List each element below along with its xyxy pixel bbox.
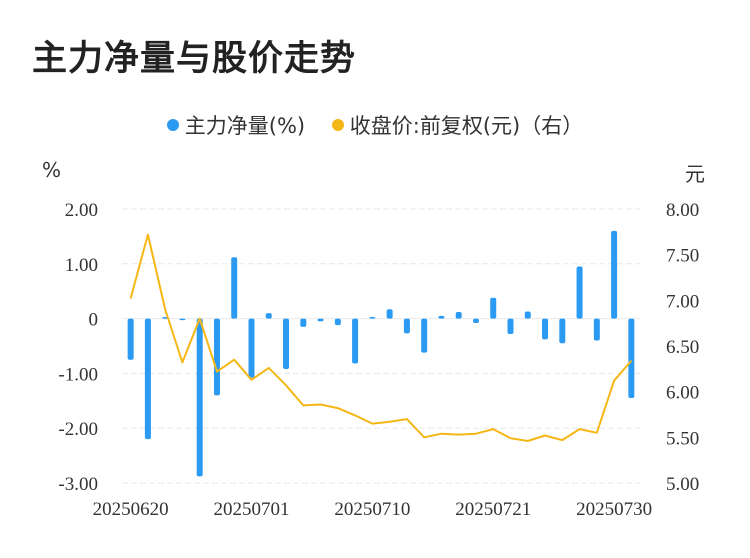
right-axis-unit: 元 bbox=[685, 162, 705, 186]
y-right-tick-label: 7.00 bbox=[666, 291, 699, 312]
bar bbox=[611, 230, 618, 319]
bar bbox=[352, 318, 359, 364]
bar bbox=[334, 318, 341, 326]
bar bbox=[162, 316, 169, 319]
legend-item-price[interactable]: 收盘价:前复权(元)（右） bbox=[331, 110, 584, 140]
bar bbox=[455, 312, 462, 319]
x-tick-label: 20250730 bbox=[576, 499, 652, 520]
bar bbox=[144, 318, 151, 440]
bar bbox=[248, 318, 255, 378]
y-left-tick-label: 1.00 bbox=[65, 255, 98, 276]
price-line bbox=[129, 233, 633, 442]
bar bbox=[559, 318, 566, 344]
legend-bar-marker bbox=[166, 119, 179, 131]
bar bbox=[490, 297, 497, 319]
bar bbox=[593, 318, 600, 341]
bar bbox=[369, 316, 376, 319]
legend-line-marker bbox=[331, 119, 344, 131]
left-axis-unit: % bbox=[42, 158, 62, 182]
x-tick-label: 20250620 bbox=[93, 499, 169, 520]
y-right-tick-label: 8.00 bbox=[666, 200, 699, 221]
y-right-tick-label: 5.50 bbox=[666, 428, 699, 449]
y-left-tick-label: -1.00 bbox=[58, 364, 98, 385]
x-tick-label: 20250710 bbox=[334, 499, 410, 520]
bar bbox=[300, 318, 307, 327]
bar bbox=[628, 318, 635, 399]
y-right-tick-label: 7.50 bbox=[666, 246, 699, 267]
bar bbox=[403, 318, 410, 334]
bar bbox=[472, 318, 479, 323]
bar bbox=[127, 318, 134, 360]
y-left-tick-label: -2.00 bbox=[58, 419, 98, 440]
y-right-tick-label: 6.50 bbox=[666, 337, 699, 358]
legend: 主力净量(%) 收盘价:前复权(元)（右） bbox=[0, 110, 750, 140]
y-left-tick-label: -3.00 bbox=[58, 474, 98, 495]
bar bbox=[438, 315, 445, 319]
bar bbox=[196, 318, 203, 477]
legend-item-net[interactable]: 主力净量(%) bbox=[166, 110, 306, 140]
bar bbox=[386, 309, 393, 319]
bar bbox=[231, 257, 238, 319]
x-tick-label: 20250721 bbox=[455, 499, 531, 520]
bar bbox=[542, 318, 549, 340]
bar bbox=[507, 318, 514, 334]
y-left-tick-label: 2.00 bbox=[65, 200, 98, 221]
chart-title: 主力净量与股价走势 bbox=[32, 39, 357, 79]
bar bbox=[524, 311, 531, 319]
bar bbox=[317, 318, 324, 322]
bar bbox=[179, 318, 186, 321]
x-tick-label: 20250701 bbox=[214, 499, 290, 520]
bar bbox=[576, 266, 583, 319]
legend-price-label: 收盘价:前复权(元)（右） bbox=[349, 114, 584, 138]
y-right-tick-label: 6.00 bbox=[666, 383, 699, 404]
y-left-tick-label: 0 bbox=[89, 310, 99, 331]
legend-net-label: 主力净量(%) bbox=[184, 114, 306, 138]
bar bbox=[283, 318, 290, 370]
y-right-tick-label: 5.00 bbox=[666, 474, 699, 495]
bar bbox=[213, 318, 220, 396]
bar bbox=[265, 313, 272, 319]
bar bbox=[421, 318, 428, 353]
